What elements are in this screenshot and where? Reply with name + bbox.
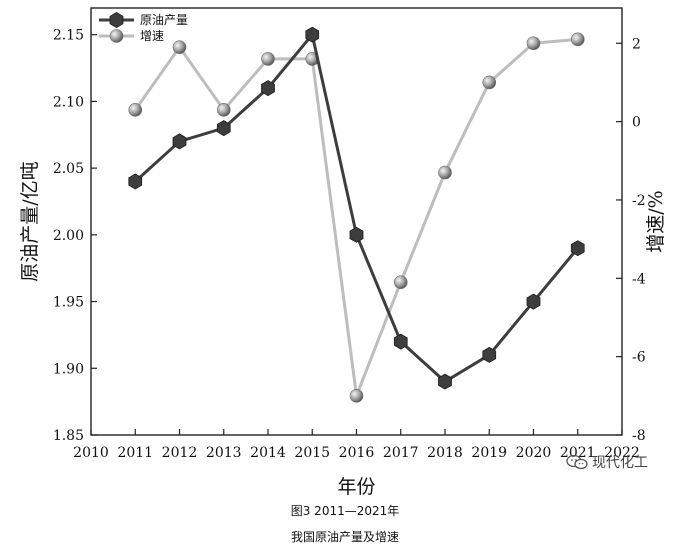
- x-tick-label: 2014: [250, 445, 286, 461]
- y-right-tick-label: -8: [632, 428, 646, 444]
- data-point: [216, 103, 231, 117]
- data-point: [349, 389, 364, 403]
- x-tick-label: 2022: [604, 445, 640, 461]
- data-point: [526, 36, 541, 51]
- x-tick-label: 2015: [294, 445, 330, 461]
- series-line: [134, 37, 578, 397]
- data-point: [305, 26, 320, 43]
- x-tick-label: 2018: [427, 445, 463, 461]
- y-left-tick-label: 1.85: [53, 428, 84, 444]
- x-tick-label: 2019: [471, 445, 507, 461]
- x-tick-label: 2017: [383, 445, 419, 461]
- data-point: [393, 275, 408, 290]
- x-axis-title: 年份: [337, 476, 375, 498]
- y-left-tick-label: 2.15: [53, 28, 84, 44]
- y-left-tick-label: 1.95: [53, 295, 84, 311]
- data-point: [570, 32, 585, 47]
- data-point: [570, 240, 585, 257]
- y-right-tick-label: 2: [632, 36, 641, 52]
- x-tick-label: 2013: [206, 445, 242, 461]
- data-point: [261, 52, 275, 66]
- figure-caption-line-2: 我国原油产量及增速: [290, 530, 399, 544]
- y-left-axis: 1.85 1.90 1.95 2.00 2.05 2.10 2.15: [53, 28, 97, 444]
- legend-marker: [109, 12, 124, 28]
- data-point: [261, 80, 275, 97]
- figure-caption-line-1: 图3 2011—2021年: [290, 504, 400, 518]
- legend-label: 原油产量: [140, 13, 188, 27]
- y-left-tick-label: 1.90: [53, 361, 84, 377]
- x-tick-label: 2016: [339, 445, 375, 461]
- legend-item: 增速: [99, 29, 164, 43]
- series-line: [134, 31, 579, 384]
- y-left-tick-label: 2.00: [53, 228, 84, 244]
- data-point: [128, 103, 143, 117]
- legend-marker: [109, 29, 124, 43]
- data-point: [526, 293, 541, 310]
- y-left-tick-label: 2.10: [53, 94, 84, 110]
- plot-frame: [90, 7, 623, 436]
- data-point: [172, 133, 187, 150]
- y-right-axis: -8 -6 -4 -2 0 2: [616, 36, 646, 444]
- series-layer: [128, 26, 585, 403]
- x-tick-label: 2011: [117, 445, 153, 461]
- x-tick-label: 2020: [516, 445, 552, 461]
- data-point: [393, 333, 408, 350]
- data-point: [172, 40, 187, 54]
- data-point: [216, 120, 231, 137]
- y-right-tick-label: -6: [632, 350, 646, 366]
- data-point: [438, 373, 452, 390]
- y-right-axis-title: 增速/%: [645, 190, 667, 252]
- data-point: [349, 226, 364, 243]
- x-tick-label: 2012: [162, 445, 198, 461]
- series-crude-oil-output: [128, 26, 585, 390]
- y-right-tick-label: -4: [632, 271, 646, 287]
- watermark-text: 现代化工: [592, 455, 648, 471]
- data-point: [482, 346, 497, 363]
- x-axis: 2010 2011 2012 2013 2014 2015 2016 2017 2018 2019…: [73, 429, 640, 461]
- y-right-tick-label: 0: [632, 115, 641, 131]
- y-right-tick-label: -2: [632, 193, 646, 209]
- plot-border: [90, 7, 623, 436]
- series-growth-rate: [128, 32, 585, 403]
- x-tick-label: 2010: [73, 445, 109, 461]
- y-left-tick-label: 2.05: [53, 161, 84, 177]
- legend-label: 增速: [140, 29, 164, 43]
- legend-item: 原油产量: [99, 12, 188, 28]
- data-point: [128, 173, 143, 190]
- y-left-axis-title: 原油产量/亿吨: [19, 161, 41, 281]
- data-point: [438, 165, 452, 180]
- data-point: [482, 75, 497, 90]
- watermark: 现代化工: [566, 452, 648, 472]
- wechat-icon: [566, 454, 588, 470]
